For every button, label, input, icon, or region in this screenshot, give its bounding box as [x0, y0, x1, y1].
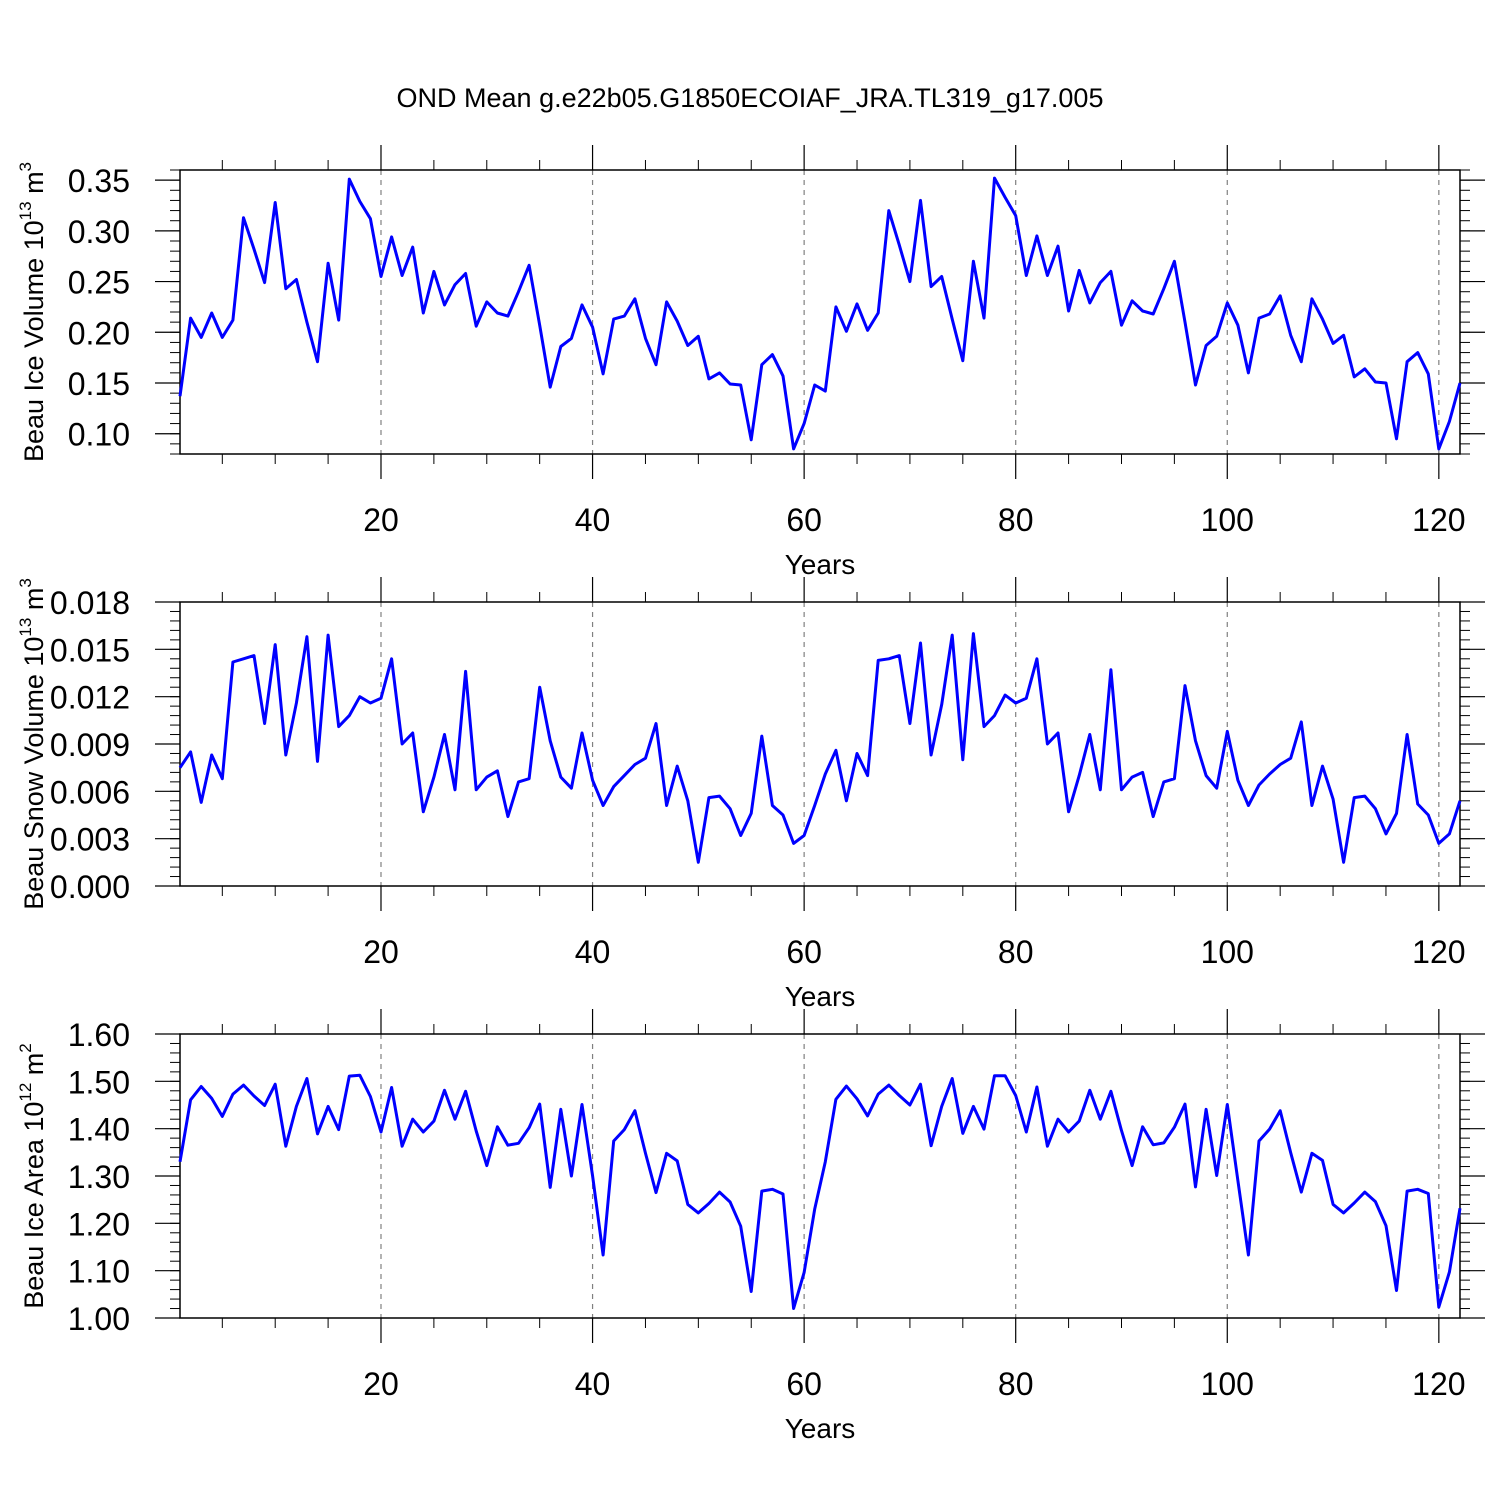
plot-frame [179, 1033, 1461, 1319]
y-tick-label: 0.15 [68, 366, 130, 402]
panel-2: 20 40 60 80 100 120 0.000 0.003 0.006 0.009 0.012 0… [16, 577, 1485, 1012]
plot-frame [179, 601, 1461, 887]
y-tick-label: 1.60 [68, 1017, 130, 1053]
y-tick-label: 0.000 [50, 869, 130, 905]
y-axis-label: Beau Snow Volume 1013 m3 [16, 578, 49, 910]
y-tick-label: 0.009 [50, 727, 130, 763]
x-tick-label: 20 [363, 1366, 399, 1402]
y-tick-label: 1.30 [68, 1159, 130, 1195]
series-line [178, 632, 1462, 864]
panel-1: 20 40 60 80 100 120 0.10 0.15 0.20 0.25 0.30 0.35 Ye… [16, 145, 1485, 580]
chart-title: OND Mean g.e22b05.G1850ECOIAF_JRA.TL319_… [397, 83, 1104, 113]
x-tick-label: 80 [998, 502, 1034, 538]
x-tick-label: 100 [1201, 502, 1254, 538]
x-tick-label: 120 [1412, 502, 1465, 538]
x-tick-label: 60 [786, 502, 822, 538]
y-tick-label: 0.015 [50, 632, 130, 668]
y-tick-label: 1.40 [68, 1112, 130, 1148]
x-axis-label: Years [785, 981, 856, 1012]
y-tick-label: 0.012 [50, 680, 130, 716]
x-tick-label: 120 [1412, 934, 1465, 970]
x-tick-label: 120 [1412, 1366, 1465, 1402]
y-tick-label: 0.006 [50, 774, 130, 810]
y-tick-label: 1.50 [68, 1064, 130, 1100]
x-tick-label: 80 [998, 934, 1034, 970]
x-tick-label: 40 [575, 502, 611, 538]
x-axis-label: Years [785, 1413, 856, 1444]
x-tick-label: 20 [363, 934, 399, 970]
plot-frame [179, 169, 1461, 455]
panel-3: 20 40 60 80 100 120 1.00 1.10 1.20 1.30 1.40 1.50 1.… [16, 1009, 1485, 1444]
x-tick-label: 80 [998, 1366, 1034, 1402]
x-axis-label: Years [785, 549, 856, 580]
x-tick-label: 60 [786, 1366, 822, 1402]
x-tick-label: 40 [575, 1366, 611, 1402]
y-tick-label: 0.20 [68, 315, 130, 351]
y-tick-label: 1.10 [68, 1254, 130, 1290]
y-tick-label: 1.20 [68, 1206, 130, 1242]
series-line [178, 176, 1462, 451]
y-axis-label: Beau Ice Volume 1013 m3 [16, 162, 49, 462]
x-tick-label: 100 [1201, 1366, 1254, 1402]
y-tick-label: 0.30 [68, 214, 130, 250]
y-tick-label: 0.003 [50, 822, 130, 858]
y-tick-label: 0.35 [68, 163, 130, 199]
y-axis-label: Beau Ice Area 1012 m2 [16, 1043, 49, 1309]
y-tick-label: 0.25 [68, 265, 130, 301]
x-tick-label: 60 [786, 934, 822, 970]
series-line [178, 1073, 1462, 1310]
y-tick-label: 0.10 [68, 417, 130, 453]
x-tick-label: 40 [575, 934, 611, 970]
y-tick-label: 0.018 [50, 585, 130, 621]
y-tick-label: 1.00 [68, 1301, 130, 1337]
x-tick-label: 20 [363, 502, 399, 538]
x-tick-label: 100 [1201, 934, 1254, 970]
